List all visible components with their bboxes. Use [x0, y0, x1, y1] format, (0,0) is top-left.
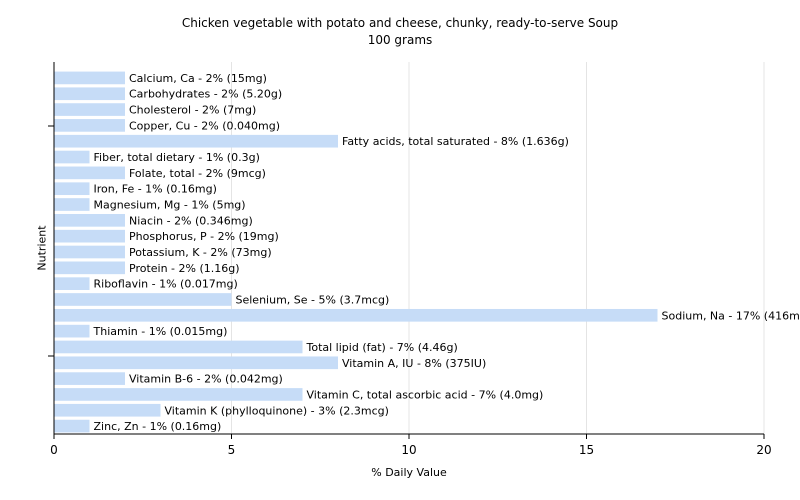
- bar-value-label: Carbohydrates - 2% (5.20g): [129, 88, 282, 101]
- chart-subtitle: 100 grams: [367, 33, 433, 47]
- bar: [54, 388, 303, 401]
- bar: [54, 87, 125, 101]
- bar-value-label: Fiber, total dietary - 1% (0.3g): [94, 151, 260, 164]
- bar: [54, 229, 125, 243]
- bar: [54, 261, 125, 275]
- x-tick-label: 10: [401, 443, 416, 457]
- bar-value-label: Magnesium, Mg - 1% (5mg): [94, 199, 246, 212]
- bar: [54, 324, 90, 338]
- bar-value-label: Zinc, Zn - 1% (0.16mg): [94, 420, 222, 433]
- bar: [54, 103, 125, 116]
- x-tick-label: 15: [579, 443, 594, 457]
- bar: [54, 119, 125, 132]
- bar-value-label: Copper, Cu - 2% (0.040mg): [129, 119, 280, 132]
- bar-value-label: Fatty acids, total saturated - 8% (1.636…: [342, 135, 569, 148]
- bar: [54, 293, 232, 306]
- bar: [54, 198, 90, 211]
- bar-value-label: Protein - 2% (1.16g): [129, 262, 240, 275]
- bar: [54, 182, 90, 196]
- x-tick-label: 20: [756, 443, 771, 457]
- bar-value-label: Phosphorus, P - 2% (19mg): [129, 230, 279, 243]
- bar: [54, 356, 338, 370]
- bar: [54, 308, 658, 322]
- bar: [54, 277, 90, 290]
- bar-value-label: Total lipid (fat) - 7% (4.46g): [306, 341, 458, 354]
- bar-value-label: Iron, Fe - 1% (0.16mg): [94, 183, 217, 196]
- bar-value-label: Cholesterol - 2% (7mg): [129, 104, 256, 117]
- x-tick-label: 5: [228, 443, 236, 457]
- bar: [54, 245, 125, 259]
- bar-value-label: Folate, total - 2% (9mcg): [129, 167, 266, 180]
- bar-value-label: Vitamin K (phylloquinone) - 3% (2.3mcg): [165, 404, 389, 417]
- x-axis-label: % Daily Value: [371, 466, 447, 479]
- y-axis-label: Nutrient: [35, 225, 49, 271]
- bar: [54, 166, 125, 180]
- bar-value-label: Sodium, Na - 17% (416mg): [662, 309, 800, 322]
- bar-value-label: Riboflavin - 1% (0.017mg): [94, 278, 238, 291]
- bar-value-label: Vitamin B-6 - 2% (0.042mg): [129, 373, 283, 386]
- bar: [54, 419, 90, 433]
- bar-value-label: Vitamin C, total ascorbic acid - 7% (4.0…: [307, 388, 544, 401]
- bar-value-label: Calcium, Ca - 2% (15mg): [129, 72, 267, 85]
- bar-value-label: Vitamin A, IU - 8% (375IU): [342, 357, 486, 370]
- bar: [54, 372, 125, 385]
- bar-value-label: Thiamin - 1% (0.015mg): [93, 325, 228, 338]
- bar-value-label: Potassium, K - 2% (73mg): [129, 246, 272, 259]
- bar: [54, 214, 125, 227]
- chart-title: Chicken vegetable with potato and cheese…: [181, 16, 619, 30]
- bar-value-label: Selenium, Se - 5% (3.7mcg): [236, 293, 390, 306]
- bar: [54, 71, 125, 85]
- bar: [54, 403, 161, 417]
- x-tick-label: 0: [50, 443, 58, 457]
- bar: [54, 340, 303, 354]
- bar: [54, 150, 90, 164]
- bar-value-label: Niacin - 2% (0.346mg): [129, 214, 253, 227]
- bar: [54, 134, 338, 148]
